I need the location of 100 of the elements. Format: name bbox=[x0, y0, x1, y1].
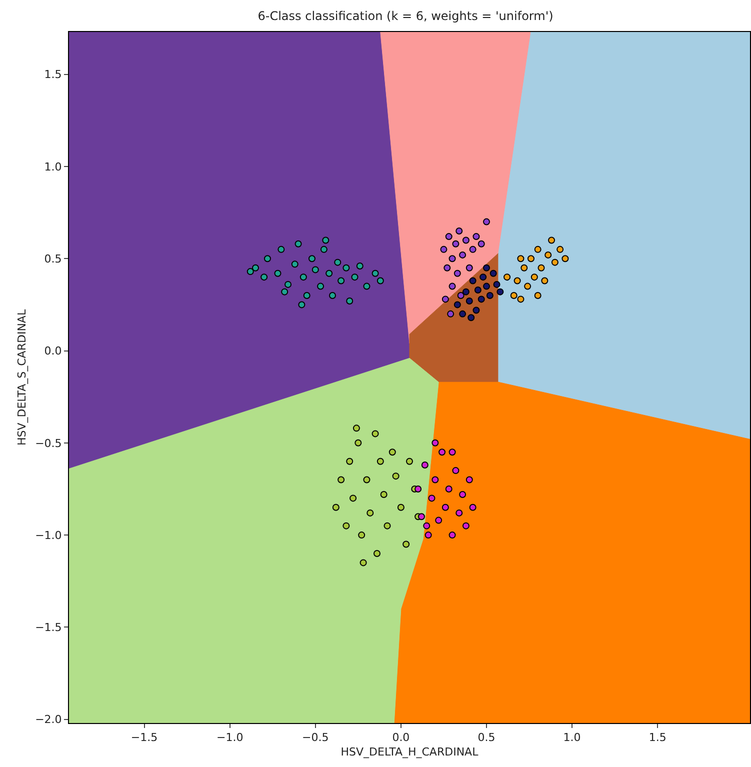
point bbox=[432, 439, 439, 446]
point bbox=[421, 462, 428, 469]
point bbox=[454, 301, 461, 308]
point bbox=[469, 504, 476, 511]
point bbox=[452, 467, 460, 474]
point bbox=[447, 310, 454, 318]
point bbox=[342, 522, 350, 530]
point bbox=[454, 270, 461, 277]
point bbox=[548, 236, 556, 244]
point bbox=[483, 218, 490, 226]
point bbox=[520, 264, 528, 272]
point bbox=[541, 277, 548, 284]
point bbox=[459, 310, 466, 318]
point bbox=[360, 559, 367, 566]
point bbox=[466, 476, 473, 484]
point bbox=[332, 504, 340, 511]
y-tick-label: −1.5 bbox=[35, 621, 62, 634]
point bbox=[442, 296, 449, 303]
point bbox=[459, 251, 466, 258]
point bbox=[384, 522, 391, 530]
point bbox=[544, 251, 552, 258]
point bbox=[514, 277, 521, 284]
point bbox=[338, 476, 345, 484]
point bbox=[469, 277, 476, 284]
point bbox=[478, 240, 485, 248]
point bbox=[448, 282, 456, 290]
point bbox=[483, 282, 490, 290]
point bbox=[452, 240, 460, 248]
point bbox=[551, 258, 558, 266]
point bbox=[457, 292, 464, 299]
point bbox=[358, 532, 366, 539]
point bbox=[466, 264, 473, 272]
point bbox=[478, 296, 485, 303]
x-tick-label: 1.5 bbox=[648, 731, 666, 744]
point bbox=[435, 516, 442, 524]
point bbox=[380, 491, 388, 498]
point bbox=[517, 296, 524, 303]
chart-title: 6-Class classification (k = 6, weights = 'uniform') bbox=[258, 8, 554, 23]
point bbox=[423, 522, 430, 530]
point bbox=[504, 274, 511, 281]
x-axis-title: HSV_DELTA_H_CARDINAL bbox=[340, 745, 480, 758]
y-axis-title: HSV_DELTA_S_CARDINAL bbox=[16, 308, 29, 446]
y-tick-label: 0.5 bbox=[44, 252, 62, 266]
point bbox=[440, 246, 448, 253]
point bbox=[414, 485, 422, 492]
point bbox=[448, 255, 456, 262]
point bbox=[459, 491, 466, 498]
point bbox=[486, 292, 494, 299]
point bbox=[350, 494, 357, 502]
point bbox=[445, 233, 452, 240]
x-tick-label: −0.5 bbox=[302, 731, 329, 744]
point bbox=[444, 264, 451, 272]
point bbox=[538, 264, 545, 272]
point bbox=[466, 298, 473, 305]
point bbox=[469, 246, 476, 253]
point bbox=[524, 282, 532, 290]
x-tick-label: 0.5 bbox=[478, 731, 496, 744]
x-tick-label: 0.0 bbox=[392, 731, 410, 744]
y-tick-label: 1.0 bbox=[44, 160, 62, 174]
point bbox=[448, 532, 456, 539]
point bbox=[402, 540, 410, 548]
point bbox=[397, 504, 404, 511]
point bbox=[392, 472, 400, 480]
point bbox=[373, 550, 380, 557]
point bbox=[510, 292, 518, 299]
point bbox=[462, 288, 470, 296]
point bbox=[462, 522, 470, 530]
x-tick-label: −1.0 bbox=[216, 731, 244, 744]
y-tick-label: 0.0 bbox=[44, 344, 62, 358]
point bbox=[366, 509, 374, 516]
point bbox=[418, 513, 425, 520]
point bbox=[472, 306, 480, 314]
point bbox=[496, 288, 504, 296]
point bbox=[556, 246, 564, 253]
y-tick-label: −2.0 bbox=[35, 713, 62, 726]
point bbox=[534, 292, 542, 299]
point bbox=[445, 485, 452, 492]
x-tick-label: 1.0 bbox=[563, 731, 581, 744]
point bbox=[517, 255, 524, 262]
point bbox=[462, 236, 470, 244]
point bbox=[493, 280, 500, 288]
x-tick-label: −1.5 bbox=[130, 731, 158, 744]
point bbox=[438, 448, 446, 456]
point bbox=[472, 233, 480, 240]
y-tick-label: −0.5 bbox=[35, 436, 62, 450]
point bbox=[428, 494, 436, 502]
point bbox=[363, 476, 370, 484]
point bbox=[483, 264, 490, 272]
point bbox=[432, 476, 439, 484]
point bbox=[530, 274, 538, 281]
point bbox=[442, 504, 449, 511]
point bbox=[490, 270, 497, 277]
point bbox=[468, 314, 475, 322]
point bbox=[474, 286, 482, 294]
point bbox=[480, 274, 487, 281]
point bbox=[534, 246, 542, 253]
point bbox=[456, 228, 463, 235]
point bbox=[562, 255, 569, 262]
point bbox=[456, 509, 463, 516]
y-tick-label: 1.5 bbox=[44, 68, 62, 82]
